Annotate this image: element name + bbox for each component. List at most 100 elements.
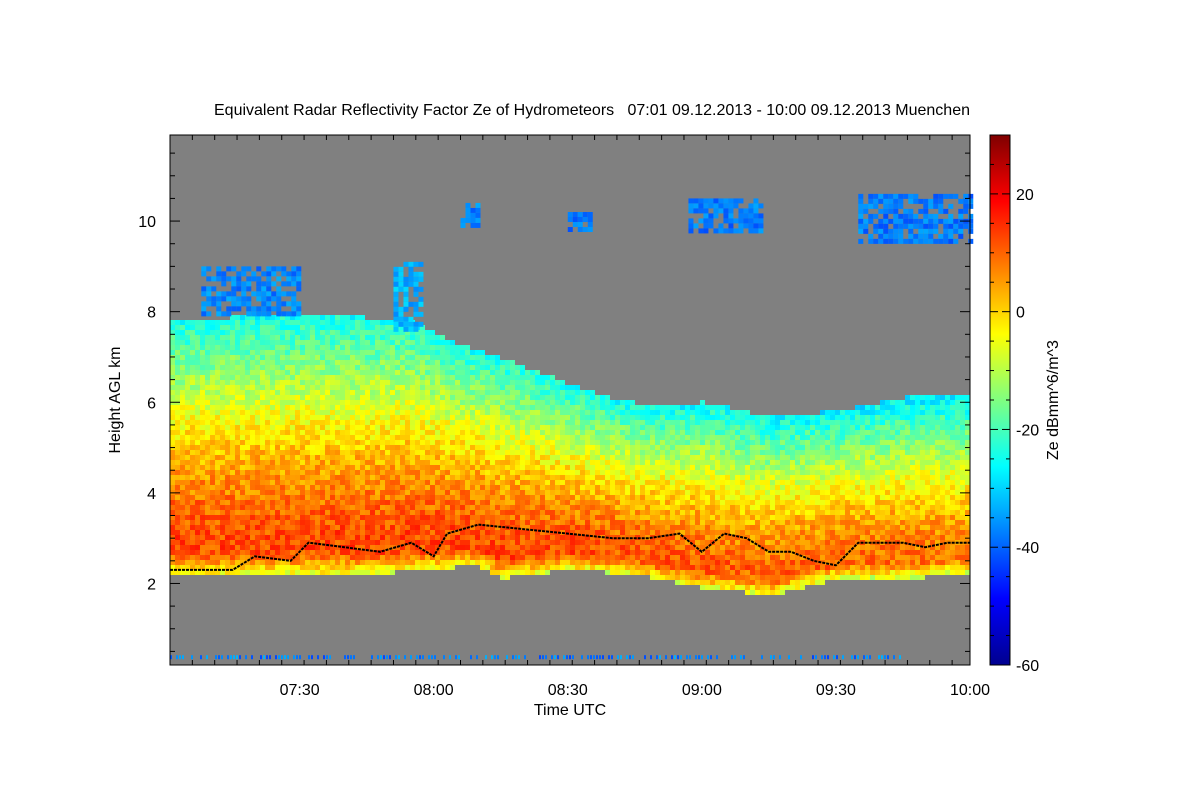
heatmap-cell — [240, 415, 245, 420]
heatmap-cell — [590, 495, 595, 500]
heatmap-cell — [665, 445, 670, 450]
heatmap-cell — [465, 480, 470, 485]
heatmap-cell — [690, 560, 695, 565]
heatmap-cell — [470, 520, 475, 525]
heatmap-cell — [650, 565, 655, 570]
heatmap-column — [445, 340, 450, 570]
heatmap-cell — [675, 500, 680, 505]
heatmap-cell — [295, 545, 300, 550]
heatmap-cell — [270, 560, 275, 565]
heatmap-cell — [320, 510, 325, 515]
heatmap-cell — [320, 330, 325, 335]
heatmap-cell — [255, 380, 260, 385]
heatmap-cell — [605, 445, 610, 450]
heatmap-cell — [355, 500, 360, 505]
heatmap-cell — [490, 510, 495, 515]
heatmap-cell — [435, 550, 440, 555]
heatmap-cell — [275, 355, 280, 360]
heatmap-cell — [455, 350, 460, 355]
heatmap-cell — [250, 505, 255, 510]
heatmap-cell — [460, 550, 465, 555]
heatmap-cell — [525, 415, 530, 420]
heatmap-cell — [700, 515, 705, 520]
heatmap-cell — [555, 545, 560, 550]
heatmap-cell — [405, 410, 410, 415]
heatmap-cell — [290, 450, 295, 455]
heatmap-column — [200, 320, 205, 575]
heatmap-cell — [240, 480, 245, 485]
heatmap-cell — [565, 395, 570, 400]
heatmap-cell — [705, 470, 710, 475]
heatmap-cell — [505, 480, 510, 485]
heatmap-cell — [420, 395, 425, 400]
heatmap-cell — [170, 550, 175, 555]
heatmap-cell — [250, 450, 255, 455]
heatmap-cell — [335, 490, 340, 495]
heatmap-cell — [610, 475, 615, 480]
heatmap-cell — [240, 530, 245, 535]
heatmap-cell — [485, 490, 490, 495]
heatmap-cell — [435, 435, 440, 440]
heatmap-cell — [360, 330, 365, 335]
heatmap-cell — [370, 365, 375, 370]
heatmap-cell — [505, 375, 510, 380]
heatmap-cell — [250, 330, 255, 335]
heatmap-cell — [310, 485, 315, 490]
heatmap-cell — [515, 455, 520, 460]
heatmap-cell — [405, 530, 410, 535]
heatmap-cell — [395, 515, 400, 520]
heatmap-cell — [570, 415, 575, 420]
heatmap-cell — [295, 435, 300, 440]
heatmap-cell — [320, 520, 325, 525]
heatmap-cell — [180, 460, 185, 465]
heatmap-cell — [285, 475, 290, 480]
heatmap-cell — [590, 475, 595, 480]
heatmap-cell — [280, 315, 285, 320]
heatmap-cell — [215, 420, 220, 425]
heatmap-cell — [275, 460, 280, 465]
heatmap-cell — [215, 455, 220, 460]
heatmap-cell — [245, 370, 250, 375]
heatmap-cell — [285, 500, 290, 505]
heatmap-cell — [655, 415, 660, 420]
heatmap-cell — [390, 390, 395, 395]
heatmap-cell — [380, 560, 385, 565]
heatmap-cell — [280, 345, 285, 350]
heatmap-cell — [285, 555, 290, 560]
heatmap-cell — [505, 465, 510, 470]
heatmap-cell — [285, 510, 290, 515]
heatmap-cell — [540, 400, 545, 405]
heatmap-cell — [550, 475, 555, 480]
heatmap-cell — [225, 320, 230, 325]
heatmap-cell — [285, 320, 290, 325]
heatmap-cell — [590, 390, 595, 395]
heatmap-cell — [515, 390, 520, 395]
heatmap-cell — [195, 500, 200, 505]
heatmap-cell — [190, 340, 195, 345]
heatmap-cell — [515, 440, 520, 445]
heatmap-cell — [495, 555, 500, 560]
heatmap-cell — [650, 545, 655, 550]
heatmap-cell — [250, 470, 255, 475]
heatmap-cell — [625, 540, 630, 545]
heatmap-cell — [315, 480, 320, 485]
heatmap-cell — [365, 440, 370, 445]
heatmap-cell — [425, 335, 430, 340]
heatmap-cell — [410, 470, 415, 475]
heatmap-cell — [685, 450, 690, 455]
heatmap-cell — [540, 385, 545, 390]
heatmap-cell — [385, 320, 390, 325]
heatmap-cell — [540, 485, 545, 490]
heatmap-cell — [620, 520, 625, 525]
heatmap-cell — [400, 530, 405, 535]
heatmap-cell — [440, 365, 445, 370]
heatmap-cell — [710, 490, 715, 495]
heatmap-cell — [445, 540, 450, 545]
heatmap-cell — [625, 405, 630, 410]
heatmap-cell — [275, 375, 280, 380]
heatmap-cell — [360, 540, 365, 545]
heatmap-cell — [175, 475, 180, 480]
heatmap-cell — [675, 430, 680, 435]
heatmap-cell — [325, 490, 330, 495]
heatmap-cell — [435, 495, 440, 500]
